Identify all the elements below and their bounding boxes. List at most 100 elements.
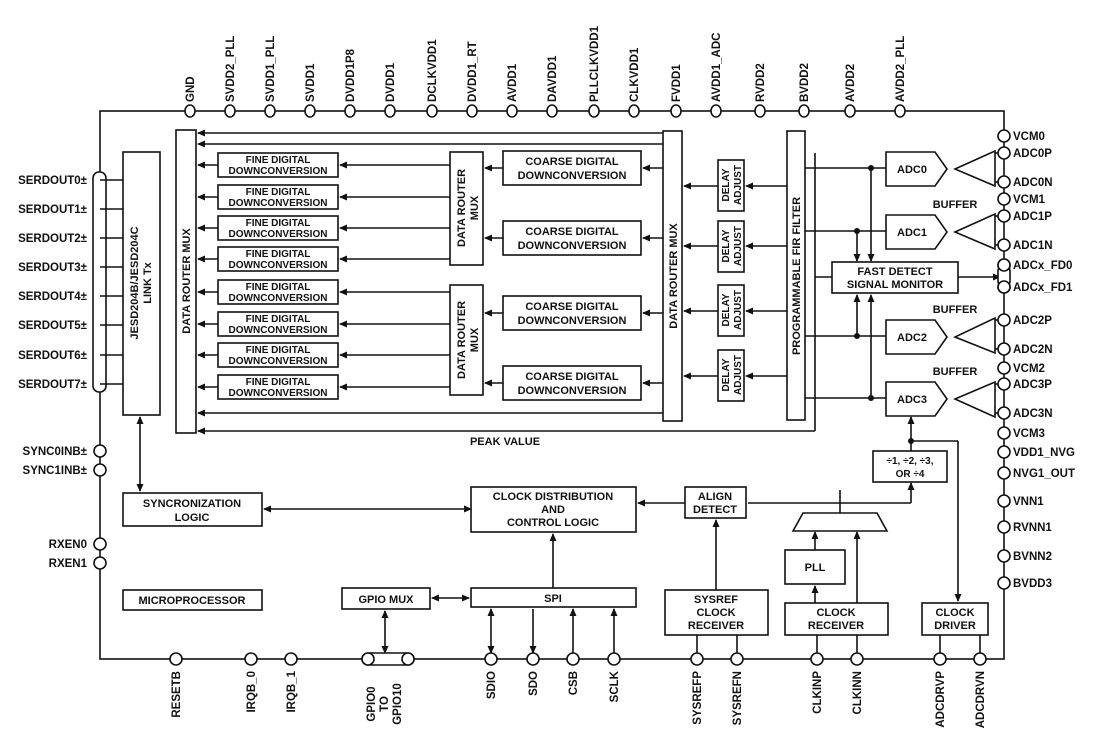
pin-csb bbox=[566, 652, 580, 666]
pin-adcdrvp bbox=[933, 652, 947, 666]
fine-ddc-label: DOWNCONVERSION bbox=[229, 260, 328, 271]
pin-adc1p bbox=[997, 209, 1011, 223]
jesd-link-tx-block: JESD204B/JESD204C LINK Tx bbox=[122, 151, 161, 416]
pin-gnd bbox=[184, 104, 196, 118]
pin-svdd1_pll bbox=[264, 104, 276, 118]
fine-ddc-label: DOWNCONVERSION bbox=[229, 198, 328, 209]
pin-label: GPIO10 bbox=[392, 683, 404, 725]
pin-vcm3 bbox=[997, 426, 1011, 440]
pin-label: NVG1_OUT bbox=[1013, 468, 1075, 480]
pin-label: ADC1P bbox=[1013, 211, 1052, 223]
pin-label: IRQB_1 bbox=[286, 670, 298, 712]
pin-bvnn2 bbox=[997, 549, 1011, 563]
pin-sysrefp bbox=[690, 652, 704, 666]
pin-rxen1 bbox=[93, 556, 107, 570]
peak-value-label: PEAK VALUE bbox=[470, 436, 540, 448]
pin-label: VCM3 bbox=[1013, 428, 1045, 440]
coarse-ddc-block: COARSE DIGITAL DOWNCONVERSION bbox=[502, 150, 642, 186]
pin-label: ADC0P bbox=[1013, 148, 1052, 160]
pll-label: PLL bbox=[805, 562, 826, 574]
pin-label: CLKVDD1 bbox=[629, 47, 641, 102]
pin-clkvdd1 bbox=[628, 104, 640, 118]
adc-label: ADC1 bbox=[897, 227, 927, 239]
sysref-receiver-block: SYSREF CLOCK RECEIVER bbox=[664, 589, 769, 636]
pin-sclk bbox=[607, 652, 621, 666]
pin-label: ADC3P bbox=[1013, 379, 1052, 391]
pin-vcm0 bbox=[997, 129, 1011, 143]
fine-ddc-label: DOWNCONVERSION bbox=[229, 356, 328, 367]
pin-rvnn1 bbox=[997, 520, 1011, 534]
serdout-pin-bus bbox=[92, 171, 107, 393]
pin-label: VCM2 bbox=[1013, 363, 1045, 375]
delay-adjust-block: DELAY ADJUST bbox=[717, 284, 745, 337]
pin-label: DVDD1 bbox=[385, 62, 397, 102]
pin-irqb_1 bbox=[284, 652, 298, 666]
delay-label: ADJUST bbox=[733, 290, 744, 330]
delay-adjust-block: DELAY ADJUST bbox=[717, 220, 745, 273]
coarse-ddc-label: COARSE DIGITAL bbox=[525, 301, 619, 313]
pin-label: TO bbox=[379, 696, 391, 712]
pin-label: ADC2P bbox=[1013, 315, 1052, 327]
sysref-label: CLOCK bbox=[696, 607, 735, 619]
adc-label: ADC3 bbox=[897, 394, 927, 406]
coarse-ddc-label: DOWNCONVERSION bbox=[518, 170, 627, 182]
pin-svdd2_pll bbox=[224, 104, 236, 118]
pin-rxen0 bbox=[93, 537, 107, 551]
input-buffer bbox=[953, 149, 996, 188]
pin-label: DCLKVDD1 bbox=[427, 39, 439, 102]
pin-label: SVDD2_PLL bbox=[225, 36, 237, 102]
pin-label: AVDD2 bbox=[845, 64, 857, 102]
pin-label: DVDD1_RT bbox=[467, 41, 479, 102]
clock-dist-label: CLOCK DISTRIBUTION bbox=[493, 491, 613, 503]
delay-label: DELAY bbox=[721, 229, 732, 262]
pin-adc3n bbox=[997, 406, 1011, 420]
adc0-block: ADC0 bbox=[885, 151, 948, 187]
delay-label: DELAY bbox=[721, 358, 732, 391]
input-buffer bbox=[953, 316, 996, 355]
pin-label: GND bbox=[185, 76, 197, 102]
pin-nvg1_out bbox=[997, 466, 1011, 480]
pin-bvdd2 bbox=[798, 104, 810, 118]
pin-avdd2_pll bbox=[894, 104, 906, 118]
pin-svdd1 bbox=[304, 104, 316, 118]
data-router-mux-small-1: DATA ROUTER MUX bbox=[449, 151, 484, 266]
clock-distribution-block: CLOCK DISTRIBUTION AND CONTROL LOGIC bbox=[470, 486, 637, 533]
fine-ddc-label: FINE DIGITAL bbox=[246, 187, 311, 198]
pin-resetb bbox=[169, 652, 183, 666]
pin-vdd1_nvg bbox=[997, 445, 1011, 459]
fast-detect-label: FAST DETECT bbox=[857, 266, 932, 278]
pin-label: CLKINN bbox=[852, 671, 864, 714]
pin-label: SERDOUT4± bbox=[18, 291, 88, 303]
sync-logic-block: SYNCRONIZATION LOGIC bbox=[122, 492, 263, 527]
pin-label: FVDD1 bbox=[671, 64, 683, 102]
mux-label: MUX bbox=[469, 327, 481, 352]
divider-label: OR ÷4 bbox=[896, 469, 925, 480]
fine-ddc-label: FINE DIGITAL bbox=[246, 345, 311, 356]
microprocessor-block: MICROPROCESSOR bbox=[122, 589, 263, 611]
input-buffer bbox=[953, 380, 996, 419]
adc-label: ADC2 bbox=[897, 332, 927, 344]
fine-ddc-label: FINE DIGITAL bbox=[246, 282, 311, 293]
pin-adc2n bbox=[997, 342, 1011, 356]
pin-fd1 bbox=[997, 280, 1011, 294]
pin-adc2p bbox=[997, 313, 1011, 327]
pin-sysrefn bbox=[730, 652, 744, 666]
microprocessor-label: MICROPROCESSOR bbox=[139, 595, 246, 607]
pin-label: ADCx_FD1 bbox=[1013, 282, 1073, 294]
pin-sdio bbox=[484, 652, 498, 666]
align-detect-block: ALIGN DETECT bbox=[684, 486, 747, 519]
pin-label: VCM0 bbox=[1013, 131, 1045, 143]
gpio-mux-label: GPIO MUX bbox=[358, 594, 414, 606]
coarse-ddc-block: COARSE DIGITAL DOWNCONVERSION bbox=[502, 295, 642, 331]
data-router-mux-left: DATA ROUTER MUX bbox=[175, 129, 197, 434]
fine-ddc-label: DOWNCONVERSION bbox=[229, 293, 328, 304]
delay-label: ADJUST bbox=[733, 226, 744, 266]
data-router-mux-right: DATA ROUTER MUX bbox=[662, 130, 683, 422]
divider-label: ÷1, ÷2, ÷3, bbox=[886, 456, 933, 467]
delay-label: ADJUST bbox=[733, 355, 744, 395]
